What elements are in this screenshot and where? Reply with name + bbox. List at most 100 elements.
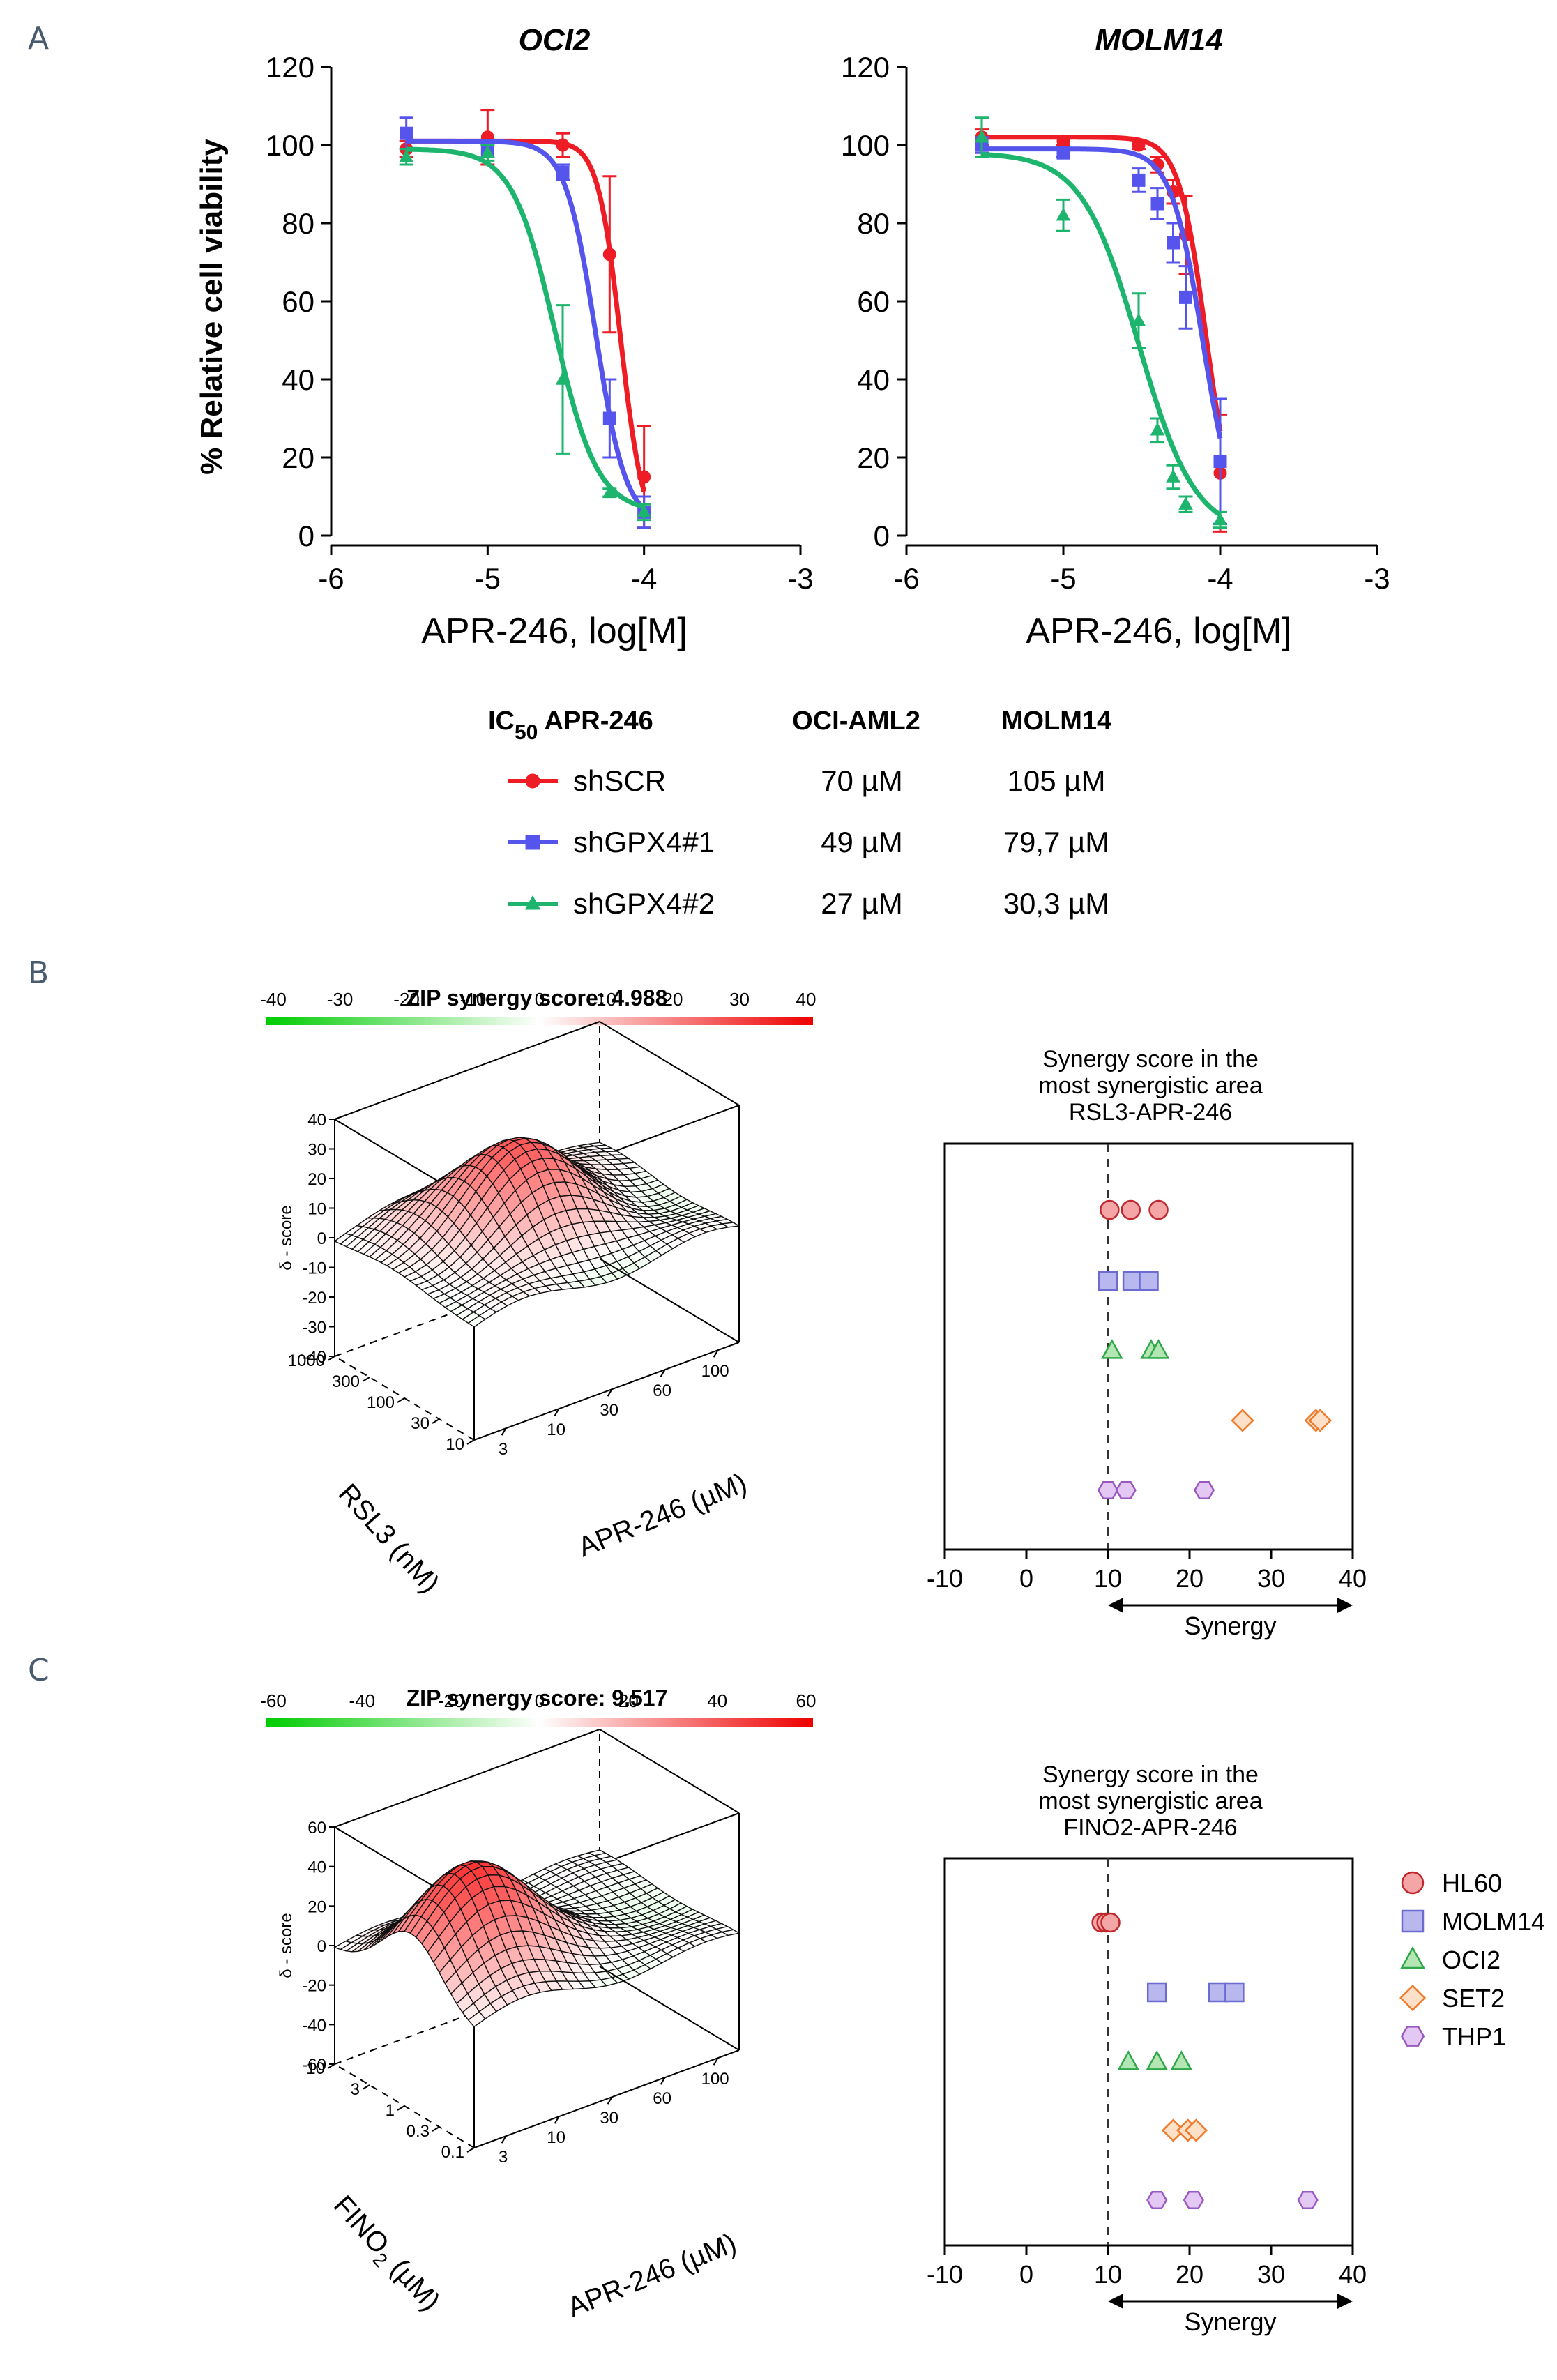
x-tick-label: 100 — [701, 2070, 729, 2089]
x-tick-label: 30 — [1257, 2260, 1285, 2289]
x-tick — [501, 2135, 507, 2144]
y-tick-label: 100 — [266, 129, 314, 162]
surface-title: ZIP synergy score: 9.517 — [407, 1685, 668, 1711]
data-point — [1231, 1409, 1254, 1432]
y-tick-label: 100 — [367, 1393, 395, 1412]
data-point — [1132, 138, 1146, 152]
box-edge — [599, 1258, 740, 1343]
data-point — [1117, 2050, 1140, 2070]
x-tick-label: 60 — [653, 2089, 671, 2108]
molm14-value: 105 µM — [1008, 764, 1106, 797]
oci-aml2-value: 70 µM — [821, 764, 903, 797]
data-point — [637, 504, 651, 518]
x-tick-label: 3 — [499, 2148, 508, 2167]
y-tick-label: 1000 — [288, 1351, 325, 1370]
data-point — [1056, 146, 1070, 160]
data-point — [1193, 1480, 1215, 1500]
z-tick-label: 40 — [307, 1111, 326, 1130]
legend-marker — [524, 895, 541, 910]
x-axis-label: APR-246, log[M] — [1026, 611, 1292, 651]
oci-aml2-value: 27 µM — [821, 887, 903, 920]
data-point — [1224, 1982, 1245, 2003]
x-tick-label: -5 — [475, 562, 501, 595]
data-point — [1056, 134, 1070, 148]
z-tick-label: -20 — [302, 1289, 326, 1308]
y-tick-label: 0 — [874, 520, 890, 552]
legend-label-thp1: THP1 — [1442, 2022, 1506, 2051]
legend-label-set2: SET2 — [1442, 1984, 1505, 2013]
series-shscr — [399, 109, 651, 529]
fit-curve — [406, 138, 646, 511]
x-tick-label: 40 — [1339, 1564, 1367, 1593]
panel-label-a: A — [28, 21, 49, 56]
colorbar-tick-label: 20 — [618, 1690, 639, 1711]
y-tick — [362, 2084, 370, 2090]
data-point — [399, 149, 413, 162]
y-tick-label: 10 — [306, 2059, 325, 2078]
panel-label-b: B — [28, 955, 49, 991]
chart-title: OCI2 — [519, 23, 591, 57]
series-set2 — [1231, 1409, 1332, 1432]
oci2-dose-response-chart: OCI2 % Relative cell viability APR-246, … — [195, 23, 814, 651]
data-point — [1146, 2050, 1169, 2070]
x-tick-label: -6 — [318, 562, 344, 595]
x-tick-label: -3 — [1364, 562, 1390, 595]
data-point — [1121, 1199, 1141, 1220]
data-point — [1213, 512, 1228, 526]
y-tick-label: 60 — [857, 285, 890, 318]
molm14-dose-response-chart: MOLM14 APR-246, log[M] 0 20 40 60 80 100 120 -6… — [841, 23, 1390, 651]
y-tick-label: 0.1 — [441, 2143, 464, 2162]
data-point — [1179, 290, 1192, 304]
x-tick-label: -4 — [631, 562, 657, 595]
surface-cell — [720, 1222, 741, 1228]
y-axis-label: % Relative cell viability — [195, 139, 229, 475]
data-point — [400, 126, 413, 140]
x-tick-label: 20 — [1176, 1564, 1203, 1593]
ic50-header-sub: 50 — [515, 721, 538, 744]
fino2-synergy-scatter: Synergy score in the most synergistic ar… — [927, 1761, 1367, 2336]
data-point — [1308, 1409, 1332, 1432]
y-tick — [466, 1439, 475, 1445]
scatter-title-line-3: FINO2-APR-246 — [1063, 1814, 1237, 1841]
molm14-value: 30,3 µM — [1003, 887, 1110, 920]
x-tick — [607, 2096, 613, 2105]
series-oci2 — [1117, 2050, 1193, 2070]
data-point — [1132, 173, 1146, 187]
data-point — [1213, 455, 1227, 469]
plot-frame — [943, 1142, 1354, 1551]
x-tick — [660, 2077, 666, 2085]
colorbar-tick-label: -10 — [460, 989, 487, 1010]
chart-title: MOLM14 — [1095, 23, 1222, 57]
box-edge — [473, 2049, 740, 2148]
fit-curve — [981, 151, 1222, 517]
legend-marker — [525, 835, 540, 850]
data-point — [1166, 469, 1180, 483]
y-tick — [432, 2126, 440, 2132]
oci-aml2-value: 49 µM — [821, 826, 903, 858]
y-tick-label: 0 — [298, 520, 314, 552]
colorbar-tick-label: -20 — [393, 989, 420, 1010]
box-edge — [599, 1021, 740, 1106]
data-point — [602, 485, 617, 499]
rsl3-synergy-surface: ZIP synergy score: 4.988 -40 -30 -20 -10 0 10… — [260, 985, 816, 1599]
x-axis-label: Synergy — [1184, 2307, 1276, 2336]
x-tick-label: 3 — [499, 1440, 508, 1459]
ic50-header-main: IC — [488, 706, 515, 736]
z-tick-label: -40 — [302, 2016, 326, 2035]
colorbar-tick-label: 30 — [729, 989, 750, 1010]
data-point — [1139, 1271, 1159, 1291]
legend-marker-thp1 — [1400, 2026, 1425, 2047]
y-tick-label: 80 — [282, 207, 314, 240]
row-label: shGPX4#1 — [573, 826, 715, 858]
y-tick-label: 120 — [841, 51, 890, 84]
x-tick-label: 0 — [1019, 2260, 1033, 2289]
data-point — [1148, 1199, 1169, 1220]
y-tick — [362, 1377, 370, 1382]
z-tick-label: 40 — [307, 1858, 326, 1877]
ic50-header-rest: APR-246 — [538, 706, 653, 736]
y-tick-label: 3 — [351, 2080, 360, 2099]
z-tick-label: 60 — [307, 1819, 326, 1837]
x-axis-label: APR-246, log[M] — [421, 611, 688, 651]
data-point — [1098, 1271, 1118, 1291]
z-tick-label: -60 — [302, 2056, 326, 2075]
